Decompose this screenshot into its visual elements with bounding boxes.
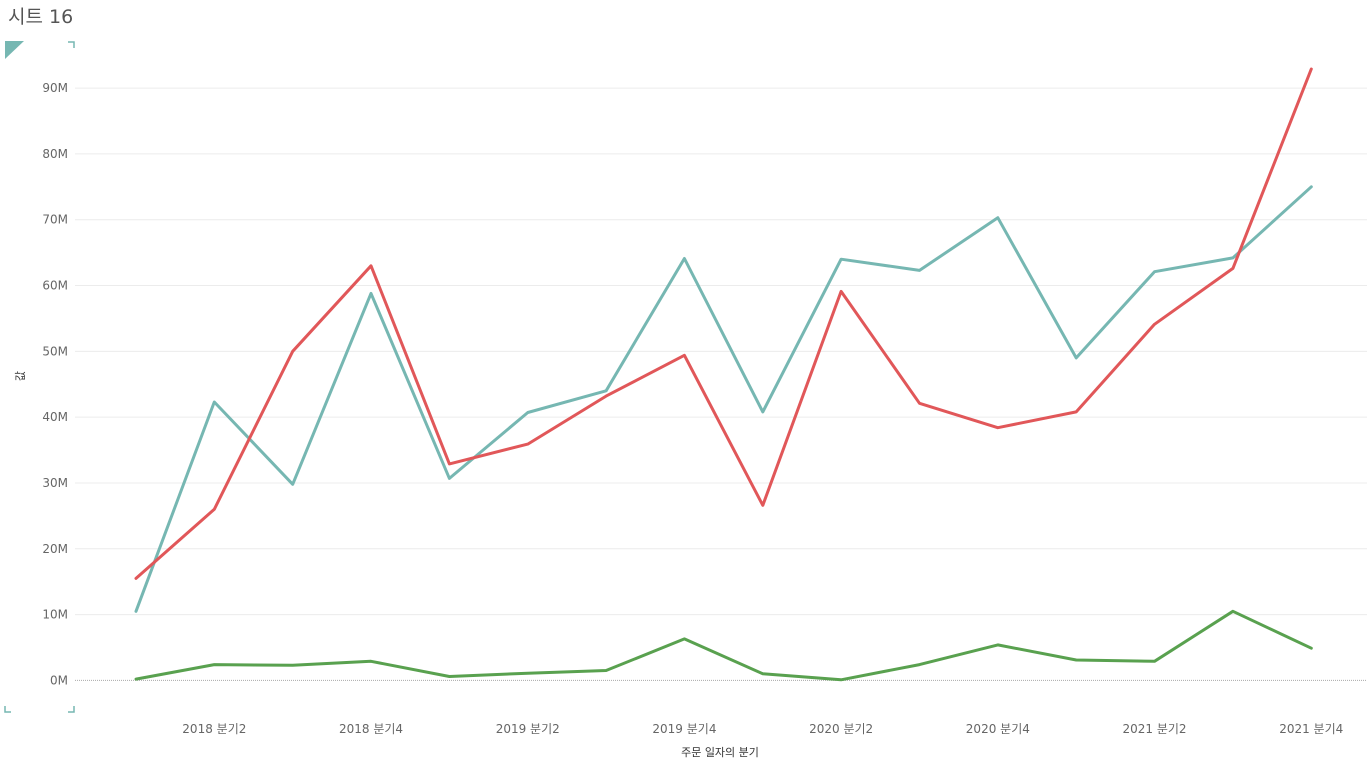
sheet-title: 시트 16 bbox=[8, 6, 74, 28]
series-group bbox=[134, 67, 1313, 682]
x-axis-title: 주문 일자의 분기 bbox=[681, 745, 759, 759]
series-line-3[interactable] bbox=[134, 609, 1313, 682]
x-tick-label: 2018 분기4 bbox=[339, 722, 403, 736]
x-tick-label: 2021 분기4 bbox=[1279, 722, 1343, 736]
y-tick-label: 60M bbox=[42, 279, 68, 293]
y-axis-title: 값 bbox=[14, 371, 27, 381]
x-tick-label: 2020 분기4 bbox=[966, 722, 1030, 736]
x-tick-label: 2020 분기2 bbox=[809, 722, 873, 736]
x-tick-label: 2019 분기2 bbox=[496, 722, 560, 736]
y-tick-label: 20M bbox=[42, 542, 68, 556]
series-line-2[interactable] bbox=[134, 67, 1313, 580]
chart-frame-brackets bbox=[4, 41, 75, 713]
x-tick-label: 2021 분기2 bbox=[1123, 722, 1187, 736]
y-tick-label: 70M bbox=[42, 213, 68, 227]
x-tick-label: 2018 분기2 bbox=[182, 722, 246, 736]
y-tick-label: 90M bbox=[42, 81, 68, 95]
x-tick-label: 2019 분기4 bbox=[652, 722, 716, 736]
y-tick-label: 40M bbox=[42, 410, 68, 424]
y-tick-label: 80M bbox=[42, 147, 68, 161]
grid-lines bbox=[75, 87, 1367, 681]
y-axis: 0M 10M 20M 30M 40M 50M 60M 70M 80M 90M bbox=[42, 81, 68, 687]
y-tick-label: 50M bbox=[42, 344, 68, 358]
y-tick-label: 10M bbox=[42, 608, 68, 622]
corner-triangle-icon bbox=[5, 41, 24, 59]
series-line-1[interactable] bbox=[134, 185, 1313, 613]
y-tick-label: 0M bbox=[50, 673, 68, 687]
y-tick-label: 30M bbox=[42, 476, 68, 490]
x-axis: 2018 분기2 2018 분기4 2019 분기2 2019 분기4 2020 분기2… bbox=[182, 722, 1343, 736]
